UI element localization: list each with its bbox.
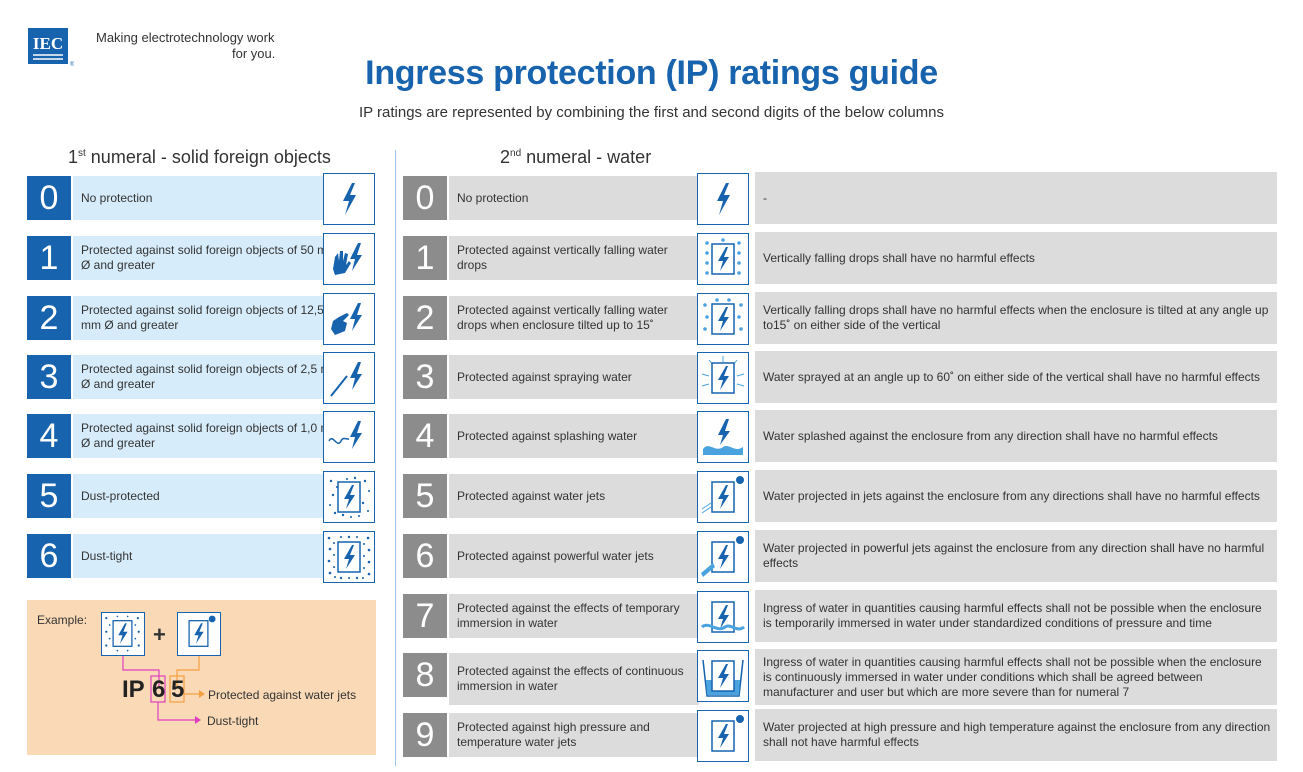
water-numeral: 4: [403, 414, 447, 458]
solid-description: Protected against solid foreign objects …: [73, 236, 347, 280]
high-pressure-icon: [697, 710, 749, 762]
solid-description: Dust-tight: [73, 534, 347, 578]
solid-description: Protected against solid foreign objects …: [73, 414, 347, 458]
solid-numeral: 6: [27, 534, 71, 578]
solids-column-heading: 1st numeral - solid foreign objects: [68, 147, 331, 168]
example-digit1: 6: [152, 676, 166, 703]
water-numeral: 0: [403, 176, 447, 220]
water-heading-sup: nd: [510, 148, 522, 159]
water-detail: Water projected in jets against the encl…: [755, 470, 1277, 522]
example-digit2-meaning: Protected against water jets: [208, 688, 357, 702]
drops-icon: [697, 233, 749, 285]
column-divider: [395, 150, 396, 766]
water-detail: Vertically falling drops shall have no h…: [755, 292, 1277, 344]
water-numeral: 5: [403, 474, 447, 518]
svg-text:®: ®: [70, 61, 74, 68]
plus-sign: +: [153, 622, 166, 647]
solid-description: No protection: [73, 176, 347, 220]
water-numeral: 9: [403, 713, 447, 757]
example-digit2: 5: [171, 676, 185, 703]
wave-icon: [697, 591, 749, 643]
page-subtitle: IP ratings are represented by combining …: [358, 104, 945, 121]
water-description: Protected against water jets: [449, 474, 699, 518]
water-detail: Water splashed against the enclosure fro…: [755, 410, 1277, 462]
water-description: Protected against the effects of continu…: [449, 653, 699, 705]
solid-numeral: 3: [27, 355, 71, 399]
page-title: Ingress protection (IP) ratings guide: [365, 54, 938, 92]
solids-heading-digit: 1: [68, 147, 79, 167]
water-description: Protected against the effects of tempora…: [449, 594, 699, 638]
tilted-drops-icon: [697, 293, 749, 345]
solid-numeral: 0: [27, 176, 71, 220]
lightning-icon: [697, 173, 749, 225]
water-description: Protected against spraying water: [449, 355, 699, 399]
jet-icon: [697, 471, 749, 523]
powerful-jet-icon: [697, 531, 749, 583]
jet-icon: [177, 612, 221, 656]
immersion-icon: [697, 650, 749, 702]
water-detail: Water projected at high pressure and hig…: [755, 709, 1277, 761]
finger-icon: [323, 293, 375, 345]
water-detail: Vertically falling drops shall have no h…: [755, 232, 1277, 284]
example-label: Example:: [37, 613, 88, 627]
solid-numeral: 1: [27, 236, 71, 280]
water-heading-text: numeral - water: [521, 147, 652, 167]
water-description: Protected against high pressure and temp…: [449, 713, 699, 757]
example-panel: Example: + IP 6 5 Protected against wa: [27, 600, 376, 755]
lightning-icon: [323, 173, 375, 225]
water-description: Protected against splashing water: [449, 414, 699, 458]
iec-logo: IEC ®: [28, 28, 75, 68]
logo-text: IEC: [33, 34, 63, 53]
water-description: Protected against vertically falling wat…: [449, 296, 699, 340]
example-connectors: [122, 656, 205, 724]
solid-numeral: 2: [27, 296, 71, 340]
solid-numeral: 5: [27, 474, 71, 518]
solid-description: Protected against solid foreign objects …: [73, 296, 347, 340]
solid-description: Dust-protected: [73, 474, 347, 518]
water-detail: -: [755, 172, 1277, 224]
water-numeral: 1: [403, 236, 447, 280]
water-numeral: 3: [403, 355, 447, 399]
solid-numeral: 4: [27, 414, 71, 458]
water-detail: Ingress of water in quantities causing h…: [755, 590, 1277, 642]
example-code-prefix: IP: [122, 676, 145, 703]
solids-heading-sup: st: [78, 148, 86, 159]
dust-tight-icon: [101, 612, 145, 656]
water-detail: Water projected in powerful jets against…: [755, 530, 1277, 582]
spray-icon: [697, 352, 749, 404]
water-numeral: 8: [403, 653, 447, 697]
tool-icon: [323, 352, 375, 404]
water-heading-digit: 2: [500, 147, 511, 167]
tagline: Making electrotechnology work for you.: [96, 30, 275, 62]
solid-description: Protected against solid foreign objects …: [73, 355, 347, 399]
water-column-heading: 2nd numeral - water: [500, 147, 651, 168]
water-detail: Water sprayed at an angle up to 60˚ on e…: [755, 351, 1277, 403]
hand-icon: [323, 233, 375, 285]
splash-icon: [697, 411, 749, 463]
water-description: Protected against powerful water jets: [449, 534, 699, 578]
water-detail: Ingress of water in quantities causing h…: [755, 649, 1277, 705]
example-digit1-meaning: Dust-tight: [207, 714, 259, 728]
water-description: No protection: [449, 176, 699, 220]
dust-tight-icon: [323, 531, 375, 583]
tagline-line2: for you.: [232, 46, 276, 61]
water-numeral: 7: [403, 594, 447, 638]
water-numeral: 2: [403, 296, 447, 340]
wire-icon: [323, 411, 375, 463]
water-description: Protected against vertically falling wat…: [449, 236, 699, 280]
solids-heading-text: numeral - solid foreign objects: [85, 147, 331, 167]
water-numeral: 6: [403, 534, 447, 578]
tagline-line1: Making electrotechnology work: [96, 30, 275, 45]
dust-icon: [323, 471, 375, 523]
